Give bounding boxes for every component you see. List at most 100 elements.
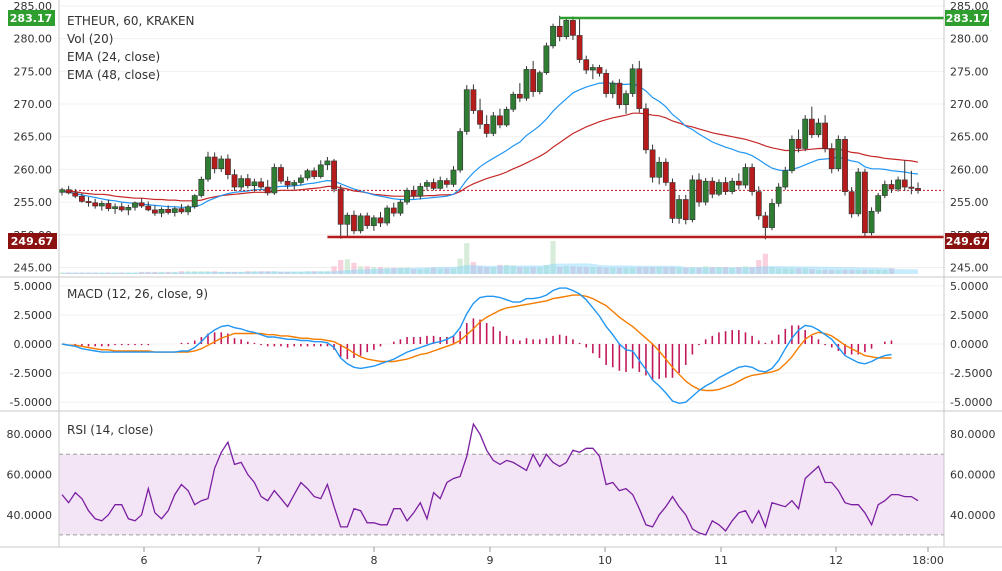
- price-tick-label-right: 270.00: [950, 98, 989, 111]
- candle-body: [430, 182, 437, 189]
- volume-bar: [789, 268, 795, 274]
- volume-bar: [875, 269, 881, 274]
- rsi-legend[interactable]: RSI (14, close): [67, 423, 153, 437]
- resistance-price-tag-right: 283.17: [945, 10, 989, 26]
- candle-body: [815, 122, 822, 136]
- volume-bar: [444, 268, 450, 274]
- rsi-tick-label-left: 40.0000: [7, 509, 53, 522]
- volume-bar: [311, 271, 317, 274]
- candle-body: [278, 167, 284, 182]
- volume-bar: [205, 271, 211, 274]
- volume-bar: [304, 271, 311, 274]
- price-tick-label-left: 245.00: [14, 261, 53, 274]
- candle-body: [629, 68, 636, 94]
- macd-tick-label-right: -5.0000: [950, 396, 992, 409]
- candle-body: [470, 89, 477, 111]
- symbol-legend[interactable]: ETHEUR, 60, KRAKEN: [67, 14, 195, 28]
- volume-bar: [610, 267, 616, 274]
- candle-body: [185, 206, 191, 213]
- candle-body: [410, 190, 417, 197]
- time-tick-label: 8: [371, 554, 378, 567]
- candle-body: [523, 69, 530, 99]
- candle-body: [862, 171, 868, 234]
- macd-tick-label-right: 2.5000: [950, 309, 989, 322]
- candle-body: [205, 156, 211, 180]
- candle-body: [536, 72, 543, 92]
- volume-bar: [430, 267, 437, 274]
- volume-bar: [119, 272, 125, 274]
- price-pane[interactable]: 285.00 285.00 280.00 280.00 275.00 275.00 270.…: [14, 0, 989, 274]
- candle-body: [808, 118, 815, 136]
- price-tick-label-left: 275.00: [14, 65, 53, 78]
- candle-body: [915, 188, 921, 191]
- volume-bar: [603, 267, 609, 274]
- volume-bar: [59, 272, 65, 274]
- candle-body: [377, 217, 384, 224]
- price-tick-label-left: 270.00: [14, 98, 53, 111]
- candle-body: [331, 160, 337, 190]
- ema48-legend[interactable]: EMA (48, close): [67, 68, 160, 82]
- ema24-legend[interactable]: EMA (24, close): [67, 50, 160, 64]
- time-tick-label: 9: [487, 554, 494, 567]
- candle-body: [351, 214, 357, 232]
- rsi-pane[interactable]: 80.0000 80.0000 60.0000 60.0000 40.0000 40.00…: [7, 422, 996, 536]
- candle-body: [450, 169, 457, 185]
- candle-body: [769, 203, 775, 228]
- candle-body: [881, 184, 888, 196]
- volume-bar: [291, 271, 297, 274]
- volume-bar: [437, 268, 443, 274]
- candle-body: [742, 167, 749, 186]
- volume-bar: [72, 272, 78, 274]
- candle-body: [158, 208, 165, 214]
- candle-body: [729, 180, 736, 192]
- candle-body: [709, 180, 716, 195]
- volume-bar: [318, 271, 324, 274]
- macd-legend[interactable]: MACD (12, 26, close, 9): [67, 287, 208, 301]
- macd-tick-label-right: 5.0000: [950, 280, 989, 293]
- candle-body: [603, 73, 610, 94]
- volume-bar: [99, 272, 105, 274]
- time-tick-label: 18:00: [912, 554, 944, 567]
- candle-body: [165, 208, 172, 213]
- candle-body: [304, 170, 311, 179]
- candle-body: [125, 207, 132, 211]
- volume-bar: [709, 267, 715, 274]
- candle-body: [390, 207, 397, 214]
- volume-bar: [285, 271, 291, 274]
- volume-bar: [776, 268, 782, 274]
- price-tick-label-right: 265.00: [950, 131, 989, 144]
- candle-body: [503, 108, 510, 126]
- resistance-price-tag-left: 283.17: [8, 10, 55, 26]
- volume-bar: [165, 271, 171, 274]
- candle-body: [251, 181, 258, 187]
- price-tick-label-right: 280.00: [950, 33, 989, 46]
- volume-bar: [218, 271, 224, 274]
- candle-body: [901, 179, 908, 188]
- time-axis[interactable]: 6 7 8 9 10 11 12 18:00: [141, 547, 944, 567]
- candle-body: [609, 82, 616, 94]
- volume-bar: [835, 269, 841, 274]
- volume-bar: [384, 267, 390, 274]
- candle-body: [424, 182, 430, 187]
- volume-bar: [537, 267, 543, 274]
- volume-bar: [663, 267, 669, 274]
- candle-body: [497, 115, 503, 126]
- candle-body: [636, 68, 643, 109]
- volume-bar: [630, 267, 636, 274]
- volume-legend[interactable]: Vol (20): [67, 32, 113, 46]
- volume-bar: [344, 259, 350, 274]
- time-tick-label: 10: [598, 554, 612, 567]
- volume-bar: [590, 267, 596, 274]
- volume-bar: [855, 269, 861, 274]
- volume-bar: [683, 267, 689, 274]
- volume-bar: [424, 268, 430, 274]
- volume-bar: [769, 267, 775, 274]
- macd-pane[interactable]: 5.0000 5.0000 2.5000 2.5000 0.0000 0.0000 -2.5…: [10, 280, 993, 409]
- volume-bar: [251, 271, 258, 274]
- price-tick-label-right: 255.00: [950, 196, 989, 209]
- candle-body: [775, 186, 782, 204]
- volume-bar: [530, 267, 536, 274]
- macd-tick-label-left: -2.5000: [10, 367, 52, 380]
- candle-body: [224, 158, 231, 175]
- volume-bar: [404, 267, 410, 274]
